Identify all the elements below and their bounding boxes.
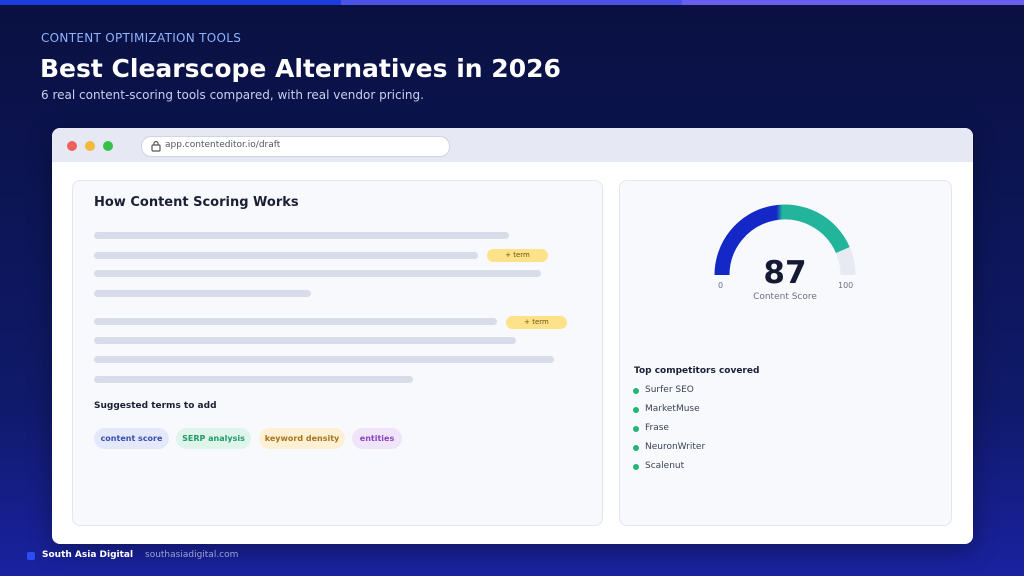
- gauge-value: 87: [763, 255, 807, 291]
- term-badge: + term: [487, 249, 548, 262]
- url-text: app.contenteditor.io/draft: [165, 140, 281, 150]
- text-placeholder: [94, 232, 509, 239]
- term-chip[interactable]: entities: [352, 428, 402, 449]
- text-placeholder: [94, 376, 413, 383]
- bullet: [633, 464, 639, 470]
- footer-domain: southasiadigital.com: [145, 550, 239, 560]
- top-bar: [341, 0, 682, 5]
- term-chip[interactable]: keyword density: [259, 428, 345, 449]
- bullet: [633, 407, 639, 413]
- gauge-label: Content Score: [753, 292, 817, 302]
- title: Best Clearscope Alternatives in 2026: [40, 54, 561, 83]
- footer-brand: South Asia Digital: [42, 550, 134, 560]
- text-placeholder: [94, 270, 541, 277]
- url-bar[interactable]: app.contenteditor.io/draft: [141, 136, 450, 157]
- competitor: Frase: [645, 423, 669, 433]
- lock-icon: [151, 140, 161, 152]
- window-dot[interactable]: [85, 141, 95, 151]
- text-placeholder: [94, 356, 554, 363]
- window-dot[interactable]: [67, 141, 77, 151]
- suggested-heading: Suggested terms to add: [94, 401, 217, 411]
- text-placeholder: [94, 252, 478, 259]
- gauge-max: 100: [838, 281, 854, 290]
- competitor: Scalenut: [645, 461, 685, 471]
- text-placeholder: [94, 318, 497, 325]
- bullet: [633, 388, 639, 394]
- bullet: [633, 445, 639, 451]
- window-dot[interactable]: [103, 141, 113, 151]
- bullet: [633, 426, 639, 432]
- term-badge: + term: [506, 316, 567, 329]
- right-card: [619, 180, 952, 526]
- competitors-heading: Top competitors covered: [634, 366, 760, 376]
- subtitle: 6 real content-scoring tools compared, w…: [41, 88, 424, 102]
- gauge-fill: [714, 204, 850, 276]
- top-bar: [0, 0, 341, 5]
- brand-icon: [27, 552, 35, 560]
- gauge: [714, 204, 856, 276]
- term-chip[interactable]: SERP analysis: [176, 428, 251, 449]
- term-chip[interactable]: content score: [94, 428, 169, 449]
- text-placeholder: [94, 337, 516, 344]
- competitor: Surfer SEO: [645, 385, 694, 395]
- top-bar: [682, 0, 1024, 5]
- card-title: How Content Scoring Works: [94, 195, 299, 210]
- text-placeholder: [94, 290, 311, 297]
- gauge-min: 0: [718, 281, 724, 290]
- competitor: MarketMuse: [645, 404, 700, 414]
- competitor: NeuronWriter: [645, 442, 706, 452]
- kicker: CONTENT OPTIMIZATION TOOLS: [41, 31, 242, 45]
